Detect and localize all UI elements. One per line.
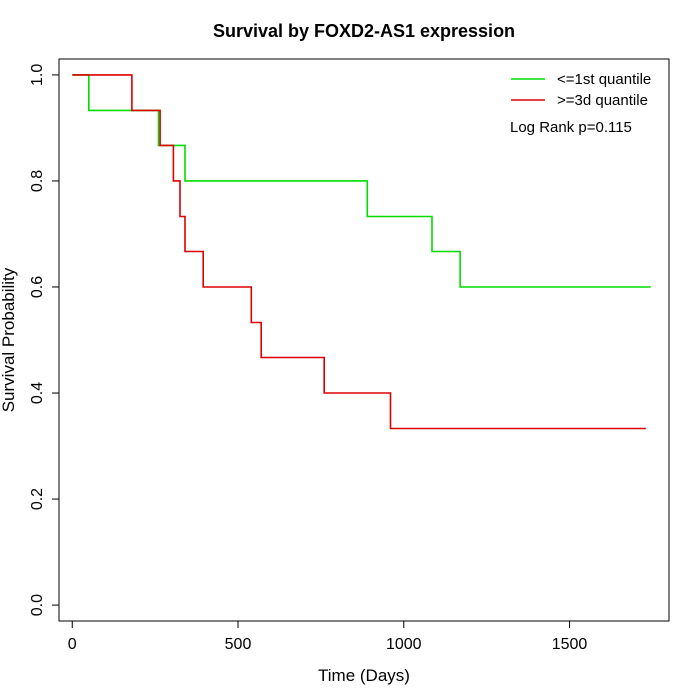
y-axis: 0.0 0.2 0.4 0.6 0.8 1.0 [29,64,59,616]
x-axis-label: Time (Days) [318,666,410,685]
plot-frame [58,58,670,622]
y-tick-label: 0.4 [29,382,46,404]
y-tick-label: 0.8 [29,170,46,192]
legend: <=1st quantile >=3d quantile [511,71,651,109]
x-tick-label: 1500 [552,636,588,653]
y-tick-label: 0.2 [29,488,46,510]
x-tick-label: 0 [68,636,77,653]
legend-label-2: >=3d quantile [557,92,648,109]
series-line-2 [72,74,646,430]
y-tick-label: 0.0 [29,594,46,616]
series-layer [72,74,651,430]
y-tick-label: 1.0 [29,64,46,86]
y-axis-label: Survival Probability [0,267,18,412]
x-tick-label: 500 [225,636,252,653]
x-axis: 0 500 1000 1500 [68,621,588,653]
legend-label-1: <=1st quantile [557,71,651,88]
chart-title: Survival by FOXD2-AS1 expression [213,21,515,41]
series-line-1 [72,74,651,288]
log-rank-annotation: Log Rank p=0.115 [510,119,632,136]
y-tick-label: 0.6 [29,276,46,298]
x-tick-label: 1000 [386,636,422,653]
